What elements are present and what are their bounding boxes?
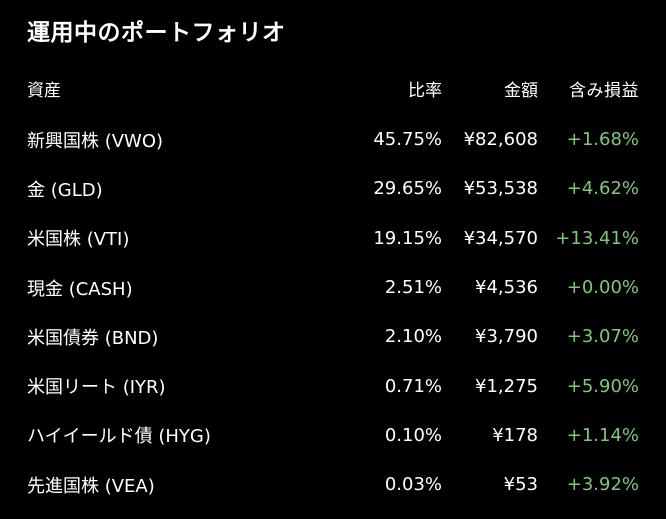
column-header-unrealized-pl: 含み損益 [569,80,639,101]
asset-amount: ¥53,538 [463,178,538,200]
asset-unrealized-pl: +4.62% [566,178,639,200]
asset-unrealized-pl: +13.41% [555,227,639,249]
asset-unrealized-pl: +3.92% [566,474,639,496]
asset-amount: ¥1,275 [475,375,538,397]
asset-name: 米国株 (VTI) [27,229,130,251]
asset-amount: ¥178 [492,424,538,446]
asset-ratio: 0.10% [384,424,442,446]
asset-ratio: 2.10% [384,326,442,348]
table-row[interactable]: 米国債券 (BND) 2.10% ¥3,790 +3.07% [27,312,639,361]
column-header-asset: 資産 [27,80,61,101]
asset-amount: ¥34,570 [463,227,538,249]
table-row[interactable]: 新興国株 (VWO) 45.75% ¥82,608 +1.68% [27,115,639,164]
asset-ratio: 29.65% [373,178,442,200]
asset-name: 先進国株 (VEA) [27,475,155,497]
asset-name: 米国債券 (BND) [27,327,159,349]
asset-unrealized-pl: +5.90% [566,375,639,397]
table-row[interactable]: 米国リート (IYR) 0.71% ¥1,275 +5.90% [27,361,639,410]
table-row[interactable]: 先進国株 (VEA) 0.03% ¥53 +3.92% [27,460,639,509]
column-header-amount: 金額 [504,80,538,101]
asset-ratio: 2.51% [384,277,442,299]
asset-amount: ¥53 [503,474,538,496]
asset-unrealized-pl: +1.14% [566,424,639,446]
asset-name: 米国リート (IYR) [27,377,166,399]
asset-unrealized-pl: +3.07% [566,326,639,348]
asset-name: 金 (GLD) [27,179,103,201]
asset-ratio: 45.75% [373,129,442,151]
asset-amount: ¥3,790 [475,326,538,348]
asset-unrealized-pl: +1.68% [566,129,639,151]
table-row[interactable]: 金 (GLD) 29.65% ¥53,538 +4.62% [27,164,639,213]
asset-ratio: 0.03% [384,474,442,496]
asset-name: ハイイールド債 (HYG) [27,426,211,448]
table-row[interactable]: 現金 (CASH) 2.51% ¥4,536 +0.00% [27,263,639,312]
page-title: 運用中のポートフォリオ [27,20,286,46]
asset-amount: ¥4,536 [475,277,538,299]
asset-name: 現金 (CASH) [27,278,133,300]
table-row[interactable]: 米国株 (VTI) 19.15% ¥34,570 +13.41% [27,214,639,263]
table-header: 資産 比率 金額 含み損益 [27,71,639,105]
asset-amount: ¥82,608 [463,129,538,151]
asset-ratio: 19.15% [373,227,442,249]
asset-name: 新興国株 (VWO) [27,130,164,152]
portfolio-table: 資産 比率 金額 含み損益 新興国株 (VWO) 45.75% ¥82,608 … [27,71,639,509]
column-header-ratio: 比率 [408,80,442,101]
asset-unrealized-pl: +0.00% [566,277,639,299]
table-row[interactable]: ハイイールド債 (HYG) 0.10% ¥178 +1.14% [27,411,639,460]
asset-ratio: 0.71% [384,375,442,397]
